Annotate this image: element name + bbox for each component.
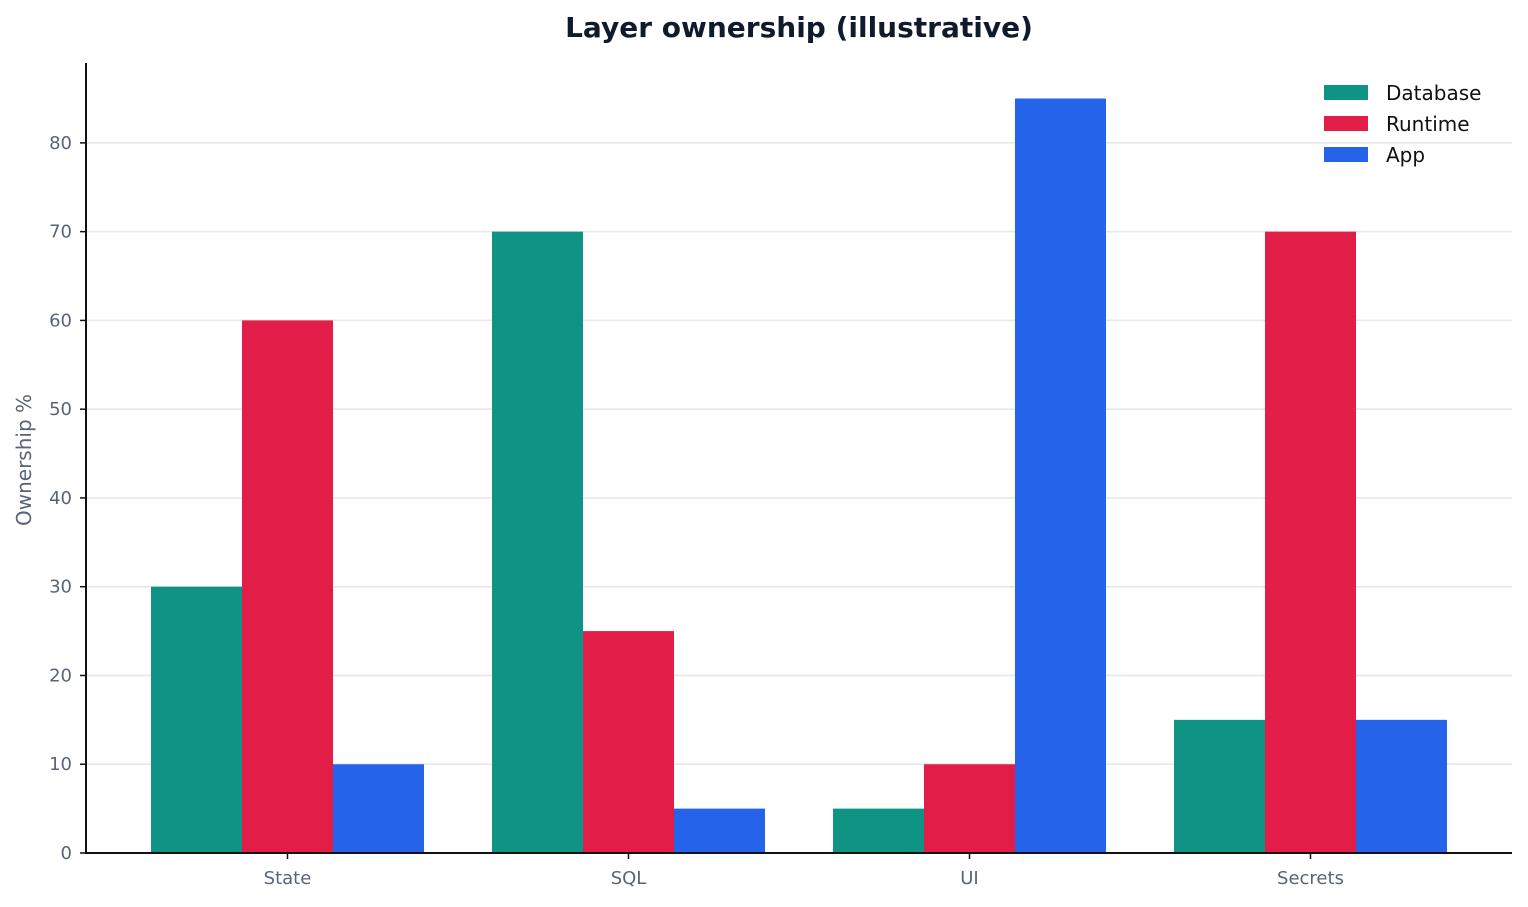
- bar-database-ui: [833, 808, 924, 853]
- bar-runtime-ui: [924, 764, 1015, 853]
- x-tick-label: State: [264, 868, 312, 889]
- bar-database-sql: [492, 231, 583, 854]
- x-tick-label: Secrets: [1277, 868, 1344, 889]
- legend-swatch-runtime: [1324, 116, 1368, 131]
- y-tick-label: 50: [49, 399, 72, 420]
- y-tick-label: 60: [49, 310, 72, 331]
- bar-app-ui: [1015, 98, 1106, 853]
- y-tick-label: 10: [49, 754, 72, 775]
- bar-runtime-sql: [583, 631, 674, 853]
- y-tick-label: 30: [49, 577, 72, 598]
- bars: [151, 98, 1447, 854]
- legend-label-app: App: [1386, 143, 1425, 167]
- bar-runtime-secrets: [1265, 231, 1356, 854]
- y-tick-label: 80: [49, 133, 72, 154]
- axes: [85, 63, 1512, 854]
- y-ticks: 0 10 20 30 40 50 60 70 80: [49, 133, 86, 864]
- x-ticks: State SQL UI Secrets: [264, 853, 1344, 889]
- bar-app-state: [333, 764, 424, 853]
- legend-swatch-app: [1324, 147, 1368, 162]
- x-tick-label: UI: [960, 868, 978, 889]
- legend-swatch-database: [1324, 85, 1368, 100]
- legend-label-database: Database: [1386, 81, 1481, 105]
- chart-title: Layer ownership (illustrative): [565, 11, 1033, 44]
- bar-app-secrets: [1356, 719, 1447, 853]
- y-tick-label: 20: [49, 665, 72, 686]
- bar-database-secrets: [1174, 719, 1265, 853]
- legend: Database Runtime App: [1324, 81, 1481, 167]
- bar-database-state: [151, 586, 242, 853]
- y-axis-label: Ownership %: [12, 394, 36, 526]
- legend-label-runtime: Runtime: [1386, 112, 1470, 136]
- bar-app-sql: [674, 808, 765, 853]
- x-tick-label: SQL: [611, 868, 647, 889]
- bar-runtime-state: [242, 320, 333, 853]
- y-tick-label: 0: [61, 843, 72, 864]
- y-tick-label: 70: [49, 222, 72, 243]
- y-tick-label: 40: [49, 488, 72, 509]
